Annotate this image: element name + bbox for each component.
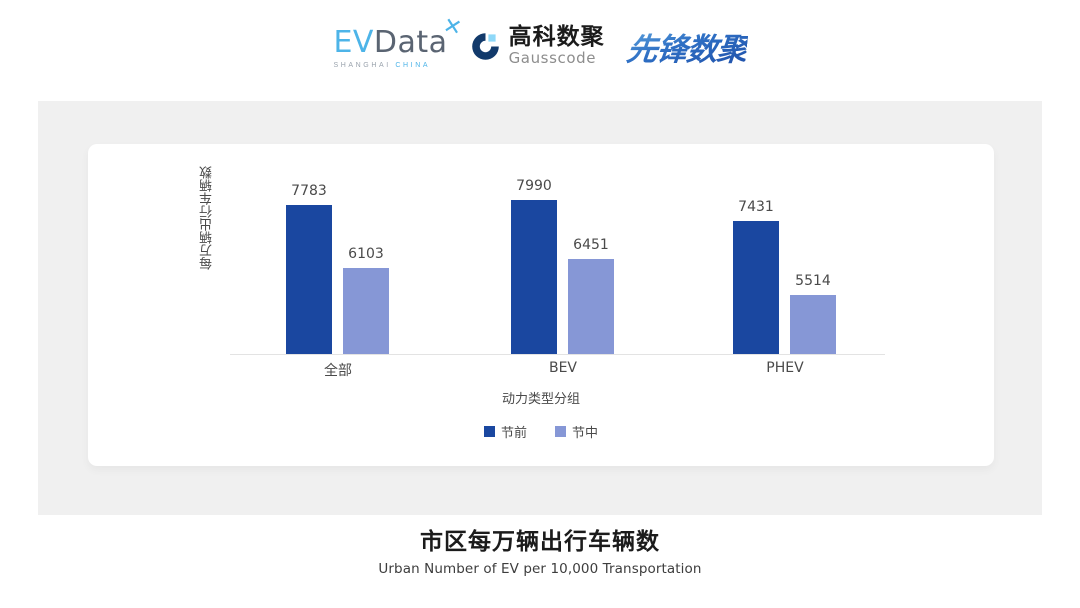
bar-value-label: 7990 <box>516 178 552 194</box>
bar-jiezhong-bev[interactable]: 6451 <box>568 237 614 354</box>
caption-subtitle: Urban Number of EV per 10,000 Transporta… <box>378 560 702 577</box>
bar-jieqian-bev[interactable]: 7990 <box>511 178 557 354</box>
x-mark-icon: ✕ <box>440 12 465 42</box>
gausscode-cn-text: 高科数聚 <box>508 24 605 50</box>
bar-group: 7783 6103 <box>233 164 443 354</box>
x-tick-label-phev: PHEV <box>766 360 804 376</box>
bar-jiezhong-quanbu[interactable]: 6103 <box>343 246 389 354</box>
bar-value-label: 6451 <box>573 237 609 253</box>
x-axis-title: 动力类型分组 <box>501 392 580 407</box>
x-tick-label-quanbu: 全部 <box>324 363 352 379</box>
bar-group: 7990 6451 <box>458 164 668 354</box>
bar-jiezhong-phev[interactable]: 5514 <box>790 273 836 354</box>
legend-label: 节中 <box>572 426 599 441</box>
logo-bar: EVData ✕ SHANGHAI CHINA 高科数聚 Gausscode 先… <box>0 0 1080 92</box>
evdata-logo: EVData ✕ SHANGHAI CHINA <box>333 13 464 69</box>
legend-swatch-icon <box>555 426 566 437</box>
bar-jieqian-phev[interactable]: 7431 <box>733 199 779 354</box>
bar-group: 7431 5514 <box>680 164 890 354</box>
legend-item-jieqian[interactable]: 节前 <box>483 422 527 441</box>
evdata-tagline: SHANGHAI CHINA <box>333 62 430 69</box>
chart-legend: 节前 节中 <box>88 422 994 441</box>
plot-area: 7783 6103 7990 6451 7431 <box>230 164 885 354</box>
evdata-wordmark: EVData ✕ <box>333 13 464 60</box>
caption-title: 市区每万辆出行车辆数 <box>420 529 660 555</box>
gausscode-wordmark: 高科数聚 Gausscode <box>509 26 605 66</box>
bar-chart: 每万辆出行车辆数 7783 6103 7990 6451 <box>88 144 994 466</box>
xianfeng-shuju-logo: 先锋数聚 <box>624 24 749 69</box>
evdata-country-text: CHINA <box>395 61 431 69</box>
g-circle-icon <box>470 31 501 62</box>
caption-block: 市区每万辆出行车辆数 Urban Number of EV per 10,000… <box>0 528 1080 577</box>
legend-item-jiezhong[interactable]: 节中 <box>555 422 598 441</box>
chart-card: 每万辆出行车辆数 7783 6103 7990 6451 <box>88 144 994 466</box>
gausscode-logo: 高科数聚 Gausscode <box>470 26 605 66</box>
legend-swatch-icon <box>483 426 495 437</box>
bar-jieqian-quanbu[interactable]: 7783 <box>286 183 332 354</box>
evdata-city-text: SHANGHAI <box>333 61 391 69</box>
legend-label: 节前 <box>500 426 527 441</box>
evdata-data-text: Data <box>373 24 448 60</box>
evdata-ev-text: EV <box>333 24 374 60</box>
bar-value-label: 6103 <box>348 246 384 262</box>
x-tick-label-bev: BEV <box>548 360 578 376</box>
x-axis-line <box>230 354 885 355</box>
bar-value-label: 5514 <box>795 273 831 289</box>
bar-value-label: 7431 <box>738 199 774 215</box>
y-axis-title: 每万辆出行车辆数 <box>200 166 215 270</box>
bar-value-label: 7783 <box>291 183 327 199</box>
gausscode-en-text: Gausscode <box>508 49 597 67</box>
